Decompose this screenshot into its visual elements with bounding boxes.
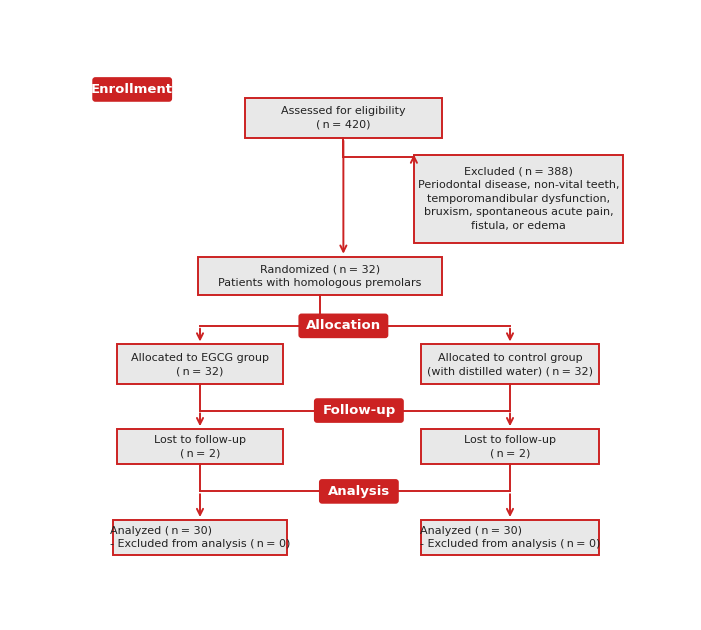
Bar [414,154,623,243]
Text: Randomized ( n = 32)
Patients with homologous premolars: Randomized ( n = 32) Patients with homol… [219,264,422,288]
Bar [116,429,283,464]
Bar [116,345,283,384]
Text: Allocated to control group
(with distilled water) ( n = 32): Allocated to control group (with distill… [427,353,593,376]
Text: Assessed for eligibility
( n = 420): Assessed for eligibility ( n = 420) [281,106,406,130]
Text: Analysis: Analysis [328,485,390,498]
Text: Lost to follow-up
( n = 2): Lost to follow-up ( n = 2) [464,435,556,459]
FancyBboxPatch shape [314,398,404,423]
Text: Allocated to EGCG group
( n = 32): Allocated to EGCG group ( n = 32) [131,353,269,376]
Bar [198,256,442,295]
Text: Analyzed ( n = 30)
- Excluded from analysis ( n = 0): Analyzed ( n = 30) - Excluded from analy… [420,526,600,549]
Bar [421,520,599,555]
Bar [421,429,599,464]
Text: Analyzed ( n = 30)
- Excluded from analysis ( n = 0): Analyzed ( n = 30) - Excluded from analy… [110,526,290,549]
Bar [421,345,599,384]
FancyBboxPatch shape [93,77,172,102]
Bar [113,520,287,555]
Text: Follow-up: Follow-up [322,404,395,417]
Text: Excluded ( n = 388)
Periodontal disease, non-vital teeth,
temporomandibular dysf: Excluded ( n = 388) Periodontal disease,… [418,166,619,231]
Text: Allocation: Allocation [306,319,381,333]
Bar [245,98,442,138]
FancyBboxPatch shape [319,479,399,504]
Text: Lost to follow-up
( n = 2): Lost to follow-up ( n = 2) [154,435,246,459]
Text: Enrollment: Enrollment [91,83,173,96]
FancyBboxPatch shape [299,314,388,338]
